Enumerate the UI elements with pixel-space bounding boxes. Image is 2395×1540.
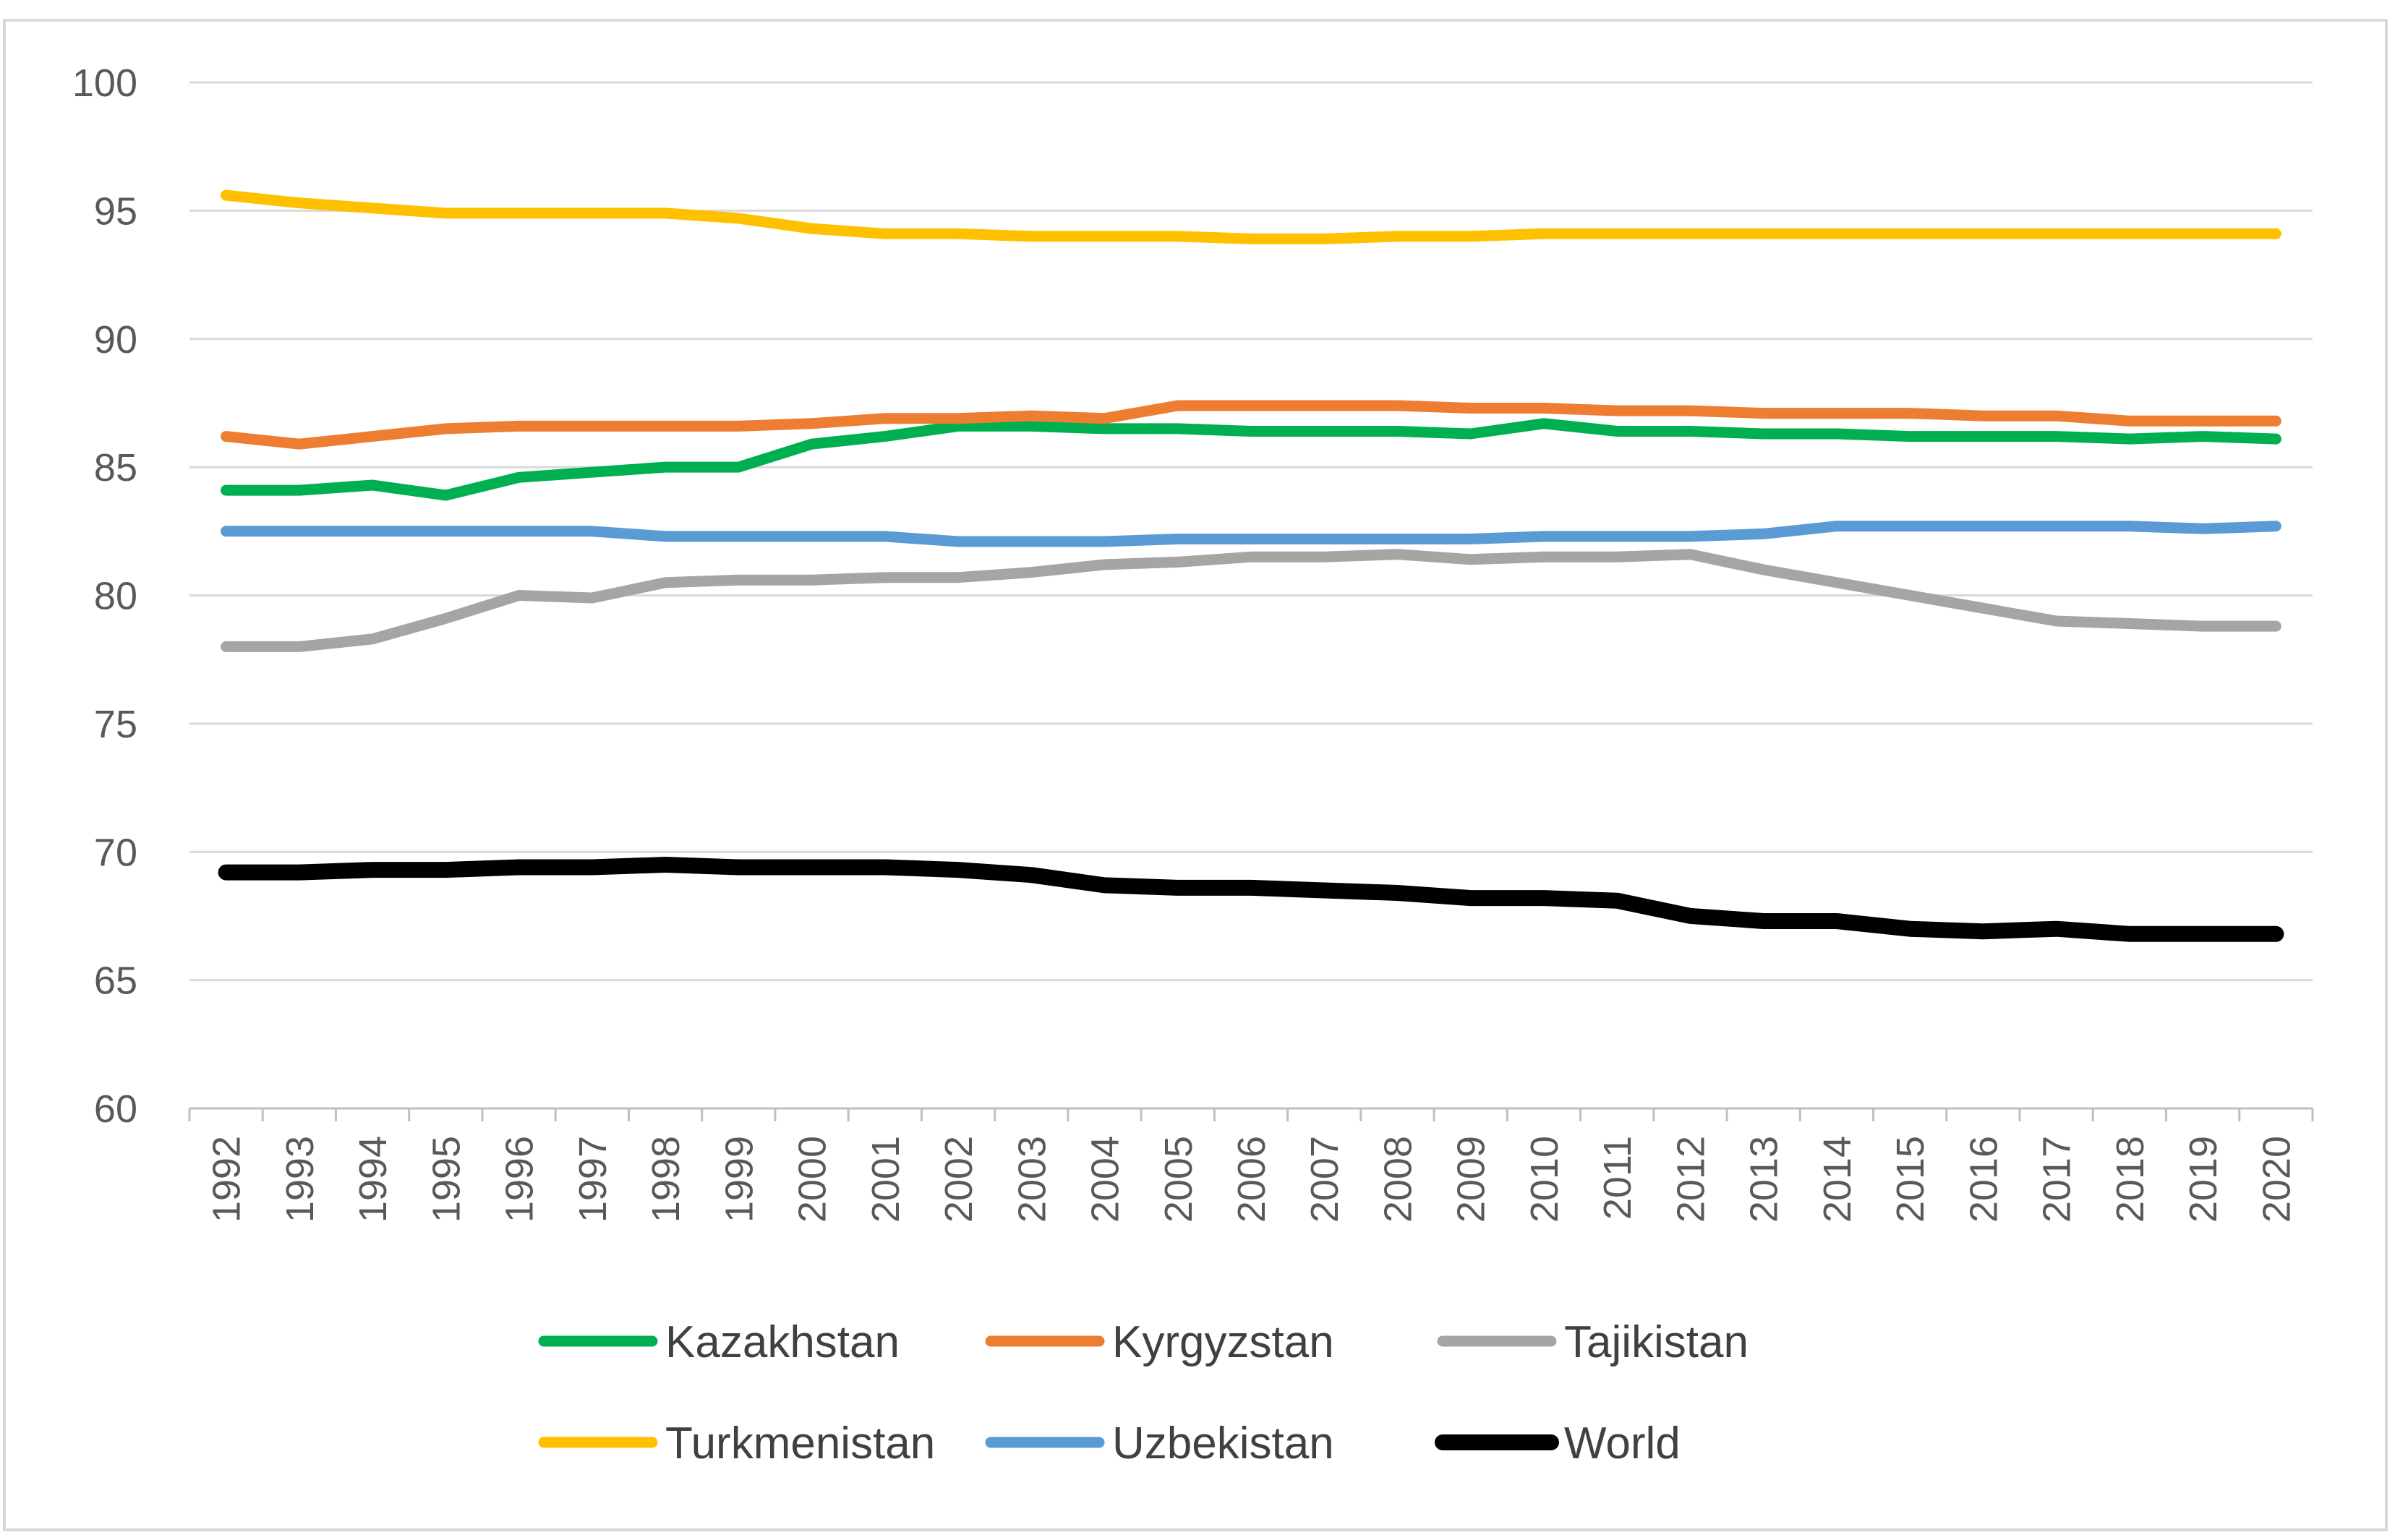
y-tick-label: 60	[94, 1087, 137, 1131]
x-tick-label: 2009	[1450, 1136, 1493, 1223]
series-line-kazakhstan	[221, 418, 2281, 501]
x-tick-label: 2017	[2036, 1136, 2079, 1223]
x-tick-label: 1996	[498, 1136, 542, 1223]
legend-item-turkmenistan: Turkmenistan	[538, 1419, 935, 1468]
series-line-kyrgyzstan	[221, 400, 2281, 450]
x-tick-label: 2004	[1084, 1136, 1127, 1223]
x-tick-label: 2020	[2255, 1136, 2298, 1223]
x-tick-label: 1995	[424, 1136, 468, 1223]
x-tick-label: 2000	[791, 1136, 834, 1223]
legend-label: Kyrgyzstan	[1112, 1317, 1334, 1367]
series-lines	[218, 189, 2284, 942]
legend: Kazakhstan Kyrgyzstan Tajikistan Turkmenist…	[538, 1317, 1749, 1468]
x-tick-label: 2002	[937, 1136, 981, 1223]
x-tick-label: 2019	[2182, 1136, 2225, 1223]
y-tick-label: 85	[94, 446, 137, 489]
gridlines	[189, 81, 2313, 1110]
series-line-world	[218, 857, 2284, 942]
x-tick-label: 2005	[1157, 1136, 1200, 1223]
series-line-uzbekistan	[221, 521, 2281, 547]
x-tick-label: 1997	[571, 1136, 615, 1223]
x-tick-label: 1993	[278, 1136, 322, 1223]
x-tick-label: 2001	[864, 1136, 908, 1223]
x-tick-label: 2014	[1816, 1136, 1859, 1223]
x-axis-ticks	[188, 1108, 2314, 1121]
legend-label: World	[1564, 1419, 1681, 1468]
y-tick-label: 80	[94, 575, 137, 618]
series-line-turkmenistan	[221, 189, 2281, 244]
x-tick-label: 2013	[1743, 1136, 1786, 1223]
y-tick-label: 95	[94, 189, 137, 233]
legend-item-world: World	[1435, 1419, 1681, 1468]
series-line-tajikistan	[221, 549, 2281, 652]
legend-item-kazakhstan: Kazakhstan	[538, 1317, 900, 1367]
x-tick-label: 2015	[1889, 1136, 1932, 1223]
legend-label: Kazakhstan	[665, 1317, 900, 1367]
x-tick-label: 1998	[644, 1136, 688, 1223]
x-tick-label: 2012	[1669, 1136, 1712, 1223]
chart-frame	[3, 19, 2388, 1531]
legend-label: Tajikistan	[1564, 1317, 1749, 1367]
x-tick-label: 2003	[1010, 1136, 1054, 1223]
y-tick-label: 65	[94, 959, 137, 1003]
y-tick-label: 75	[94, 703, 137, 746]
x-tick-label: 1999	[717, 1136, 761, 1223]
legend-item-tajikistan: Tajikistan	[1437, 1317, 1749, 1367]
y-tick-label: 90	[94, 318, 137, 362]
x-tick-label: 1994	[351, 1136, 395, 1223]
x-tick-label: 2007	[1303, 1136, 1346, 1223]
x-tick-label: 2010	[1523, 1136, 1566, 1223]
y-tick-label: 70	[94, 831, 137, 874]
y-tick-label: 100	[72, 61, 137, 105]
axis-labels: 60 65 70 75 80 85 90 95 100 1992 1993 1994 1995 1996 1…	[72, 61, 2298, 1223]
x-tick-label: 2016	[1962, 1136, 2005, 1223]
x-tick-label: 1992	[205, 1136, 249, 1223]
legend-item-uzbekistan: Uzbekistan	[985, 1419, 1334, 1468]
legend-label: Turkmenistan	[665, 1419, 935, 1468]
x-tick-label: 2011	[1596, 1136, 1639, 1220]
legend-item-kyrgyzstan: Kyrgyzstan	[985, 1317, 1334, 1367]
x-tick-label: 2006	[1230, 1136, 1273, 1223]
x-tick-label: 2008	[1376, 1136, 1420, 1223]
legend-label: Uzbekistan	[1112, 1419, 1334, 1468]
x-tick-label: 2018	[2109, 1136, 2152, 1223]
